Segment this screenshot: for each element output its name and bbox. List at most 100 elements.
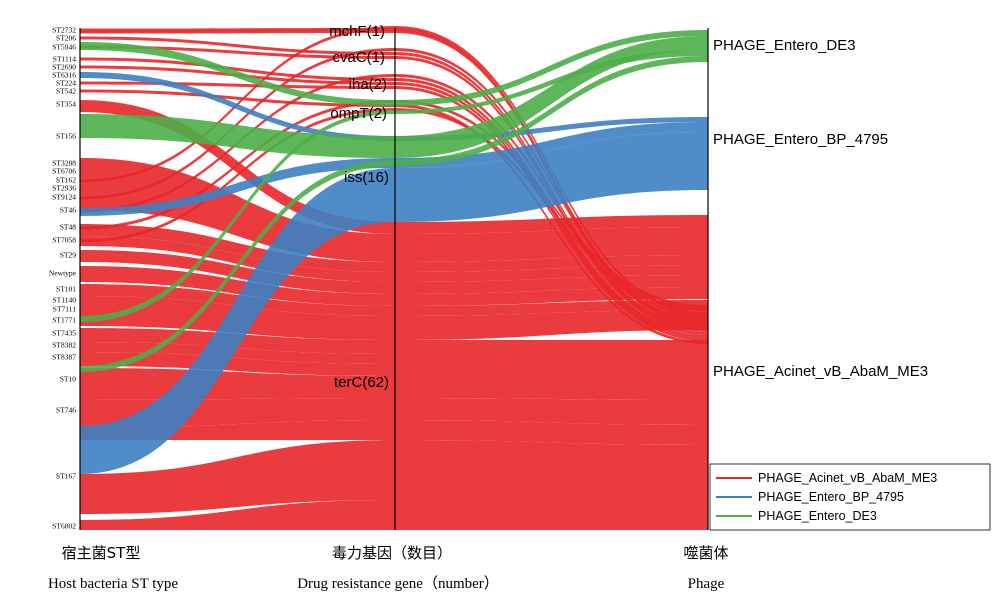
ribbon-right-27 [395, 440, 708, 500]
st-tick-st224: ST224 [56, 79, 76, 88]
ribbon-left-18 [80, 266, 395, 306]
ribbon-left-29 [80, 72, 395, 141]
ribbon-left-33 [80, 114, 395, 158]
phage-axis-title-cn: 噬菌体 [683, 544, 728, 562]
st-tick-st542: ST542 [56, 87, 76, 96]
ribbon-right-16 [395, 265, 708, 282]
legend-label-bp4795: PHAGE_Entero_BP_4795 [758, 490, 904, 504]
ribbon-right-22 [395, 354, 708, 364]
st-tick-st206: ST206 [56, 34, 76, 43]
st-tick-st48: ST48 [60, 223, 77, 232]
gene-axis-title-en: Drug resistance gene（number） [297, 575, 499, 592]
ribbon-right-25 [395, 398, 708, 425]
st-tick-st7435: ST7435 [52, 329, 76, 338]
st-tick-st9124: ST9124 [52, 193, 76, 202]
gene-axis-title-cn: 毒力基因（数目） [332, 544, 452, 562]
ribbon-right-15 [395, 255, 708, 272]
st-tick-st2936: ST2936 [52, 184, 76, 193]
ribbon-right-19 [395, 300, 708, 316]
phage-labels: PHAGE_Entero_DE3 PHAGE_Entero_BP_4795 PHAG… [713, 37, 928, 380]
gene-label-mchf: mchF(1) [329, 23, 385, 40]
ribbon-right-13 [395, 215, 708, 234]
ribbon-left-28 [80, 500, 395, 530]
ribbon-left-9 [80, 48, 395, 200]
gene-label-ompt: ompT(2) [330, 105, 387, 122]
ribbon-left-4 [80, 57, 395, 81]
ribbon-right-6 [395, 86, 708, 341]
st-tick-st6316: ST6316 [52, 71, 76, 80]
gene-label-terc: terC(62) [334, 374, 389, 391]
ribbon-right-24 [395, 376, 708, 400]
ribbon-left-17 [80, 250, 395, 294]
ribbons [80, 26, 708, 530]
ribbon-left-35 [80, 160, 395, 372]
ribbon-left-16 [80, 236, 395, 282]
ribbon-right-31 [395, 132, 708, 222]
st-tick-st3288: ST3288 [52, 159, 76, 168]
st-tick-st6802: ST6802 [52, 522, 76, 531]
ribbon-left-12 [80, 108, 395, 243]
st-tick-st101: ST101 [56, 285, 76, 294]
ribbon-right-17 [395, 275, 708, 294]
st-tick-newtype: Newtype [49, 269, 77, 278]
gene-labels: mchF(1) cvaC(1) iha(2) ompT(2) iss(16) terC(6… [329, 23, 389, 391]
gene-label-iha: iha(2) [349, 76, 387, 93]
ribbon-right-23 [395, 364, 708, 376]
ribbon-right-35 [395, 56, 708, 166]
ribbon-right-33 [395, 36, 708, 158]
ribbon-right-14 [395, 227, 708, 262]
ribbon-right-12 [395, 108, 708, 311]
ribbon-right-30 [395, 122, 708, 168]
legend-label-de3: PHAGE_Entero_DE3 [758, 509, 877, 523]
gene-label-cvac: cvaC(1) [332, 49, 385, 66]
st-tick-st1114: ST1114 [53, 55, 76, 64]
st-tick-st2690: ST2690 [52, 63, 76, 72]
ribbon-left-15 [80, 224, 395, 272]
ribbon-right-4 [395, 78, 708, 335]
legend: PHAGE_Acinet_vB_AbaM_ME3 PHAGE_Entero_BP… [709, 463, 991, 531]
st-tick-st167: ST167 [56, 472, 76, 481]
gene-label-iss: iss(16) [344, 169, 389, 186]
phage-label-phage-acinet-vb-abam-me3: PHAGE_Acinet_vB_AbaM_ME3 [713, 363, 928, 380]
st-tick-st46: ST46 [60, 206, 77, 215]
ribbon-right-20 [395, 310, 708, 340]
ribbon-left-34 [80, 110, 395, 322]
st-tick-st2732: ST2732 [52, 26, 76, 35]
ribbon-left-27 [80, 440, 395, 514]
legend-box [709, 463, 991, 531]
st-tick-st1771: ST1771 [52, 316, 76, 325]
ribbon-left-23 [80, 352, 395, 376]
ribbon-left-31 [80, 168, 395, 474]
ribbon-left-2 [80, 36, 395, 55]
ribbon-left-32 [80, 42, 395, 106]
st-tick-st5946: ST5946 [52, 43, 76, 52]
st-tick-st746: ST746 [56, 406, 76, 415]
st-tick-st10: ST10 [60, 375, 77, 384]
ribbon-right-32 [395, 30, 708, 106]
ribbon-right-18 [395, 287, 708, 306]
st-tick-st29: ST29 [60, 251, 77, 260]
st-tick-st354: ST354 [56, 100, 76, 109]
st-tick-st8387: ST8387 [52, 353, 76, 362]
phage-label-phage-entero-bp-4795: PHAGE_Entero_BP_4795 [713, 131, 888, 148]
ribbon-right-21 [395, 340, 708, 354]
ribbon-right-28 [395, 500, 708, 530]
ribbon-left-13 [80, 100, 395, 234]
st-tick-st1140: ST1140 [53, 296, 77, 305]
phage-axis-title-en: Phage [688, 576, 725, 592]
ribbon-right-34 [395, 50, 708, 114]
st-tick-st7058: ST7058 [52, 236, 76, 245]
legend-label-me3: PHAGE_Acinet_vB_AbaM_ME3 [758, 471, 937, 485]
st-tick-st162: ST162 [56, 176, 76, 185]
st-tick-st6706: ST6706 [52, 167, 76, 176]
ribbon-left-24 [80, 368, 395, 400]
phage-label-phage-entero-de3: PHAGE_Entero_DE3 [713, 37, 856, 54]
ribbon-left-7 [80, 89, 395, 107]
st-axis-title-cn: 宿主菌ST型 [62, 544, 141, 562]
st-axis-title-en: Host bacteria ST type [48, 576, 178, 592]
ribbon-right-26 [395, 420, 708, 445]
st-tick-st156: ST156 [56, 132, 76, 141]
ribbon-left-30 [80, 158, 395, 216]
